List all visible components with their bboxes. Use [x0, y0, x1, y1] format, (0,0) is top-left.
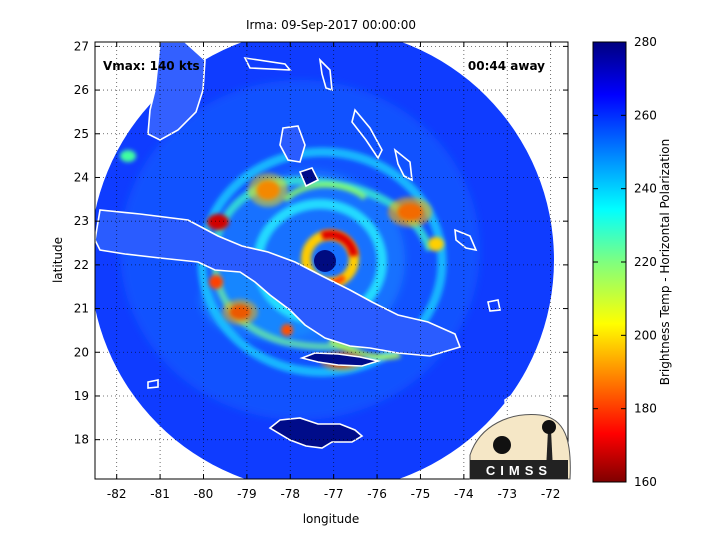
- hispaniola-outline: [268, 417, 364, 449]
- jamaica-outline: [299, 352, 382, 367]
- colorbar-tick-label: 260: [634, 108, 657, 122]
- colorbar-gradient: [592, 41, 627, 483]
- y-tick-label: 20: [74, 345, 89, 359]
- logo-tank-icon: [542, 420, 556, 434]
- colorbar-tick-label: 280: [634, 35, 657, 49]
- storm-eye: [314, 250, 336, 272]
- y-tick-label: 22: [74, 258, 89, 272]
- x-tick-label: -80: [194, 487, 214, 501]
- x-tick-label: -79: [237, 487, 257, 501]
- y-tick-label: 23: [74, 214, 89, 228]
- logo-band: [470, 460, 568, 479]
- andros-outline: [279, 125, 306, 163]
- y-tick-label: 18: [74, 433, 89, 447]
- x-tick-label: -81: [150, 487, 170, 501]
- x-tick-label: -72: [541, 487, 561, 501]
- x-axis-label: longitude: [303, 512, 360, 526]
- x-tick-label: -82: [107, 487, 127, 501]
- inagua-outline: [487, 299, 501, 312]
- x-tick-label: -76: [367, 487, 387, 501]
- land-masses: [95, 42, 547, 449]
- colorbar-tick-label: 240: [634, 182, 657, 196]
- cay-sal-outline: [147, 379, 159, 389]
- y-tick-label: 24: [74, 170, 89, 184]
- colorbar-tick-label: 160: [634, 475, 657, 489]
- x-tick-label: -73: [497, 487, 517, 501]
- x-tick-label: -74: [454, 487, 474, 501]
- cay-outline: [298, 167, 320, 188]
- logo-text: CIMSS: [486, 463, 552, 478]
- x-tick-label: -78: [280, 487, 300, 501]
- chart-title: Irma: 09-Sep-2017 00:00:00: [246, 18, 416, 32]
- x-tick-label: -77: [324, 487, 344, 501]
- colorbar: 160 180 200 220 240 260 280 Brightness Temp - …: [592, 35, 672, 489]
- axis-ticks: -82 -81 -80 -79 -78 -77 -76 -75 -74 -73 -72 18 19 20 2…: [74, 39, 568, 501]
- y-tick-label: 26: [74, 83, 89, 97]
- abaco-outline: [318, 57, 333, 92]
- east-bahamas-outline: [393, 147, 413, 182]
- grid-lines: [95, 42, 568, 479]
- turks-outline: [454, 228, 478, 252]
- colorbar-tick-label: 220: [634, 255, 657, 269]
- cuba-outline: [95, 209, 462, 357]
- cimss-logo: CIMSS: [469, 414, 571, 480]
- haiti-north-outline: [504, 389, 547, 419]
- colorbar-ticks: 160 180 200 220 240 260 280: [593, 35, 657, 489]
- colorbar-tick-label: 180: [634, 402, 657, 416]
- axes-frame: [94, 41, 569, 480]
- time-away-annotation: 00:44 away: [468, 59, 545, 73]
- y-tick-label: 25: [74, 127, 89, 141]
- florida-outline: [147, 42, 206, 141]
- colorbar-label: Brightness Temp - Horizontal Polarizatio…: [658, 139, 672, 386]
- vmax-annotation: Vmax: 140 kts: [103, 59, 200, 73]
- y-tick-label: 19: [74, 389, 89, 403]
- y-tick-label: 21: [74, 302, 89, 316]
- y-axis-label: latitude: [51, 237, 65, 283]
- logo-dish-icon: [493, 436, 511, 454]
- y-tick-label: 27: [74, 39, 89, 53]
- x-tick-label: -75: [411, 487, 431, 501]
- eleuthera-outline: [351, 108, 383, 160]
- plot-area: -82 -81 -80 -79 -78 -77 -76 -75 -74 -73 -72 18 19 20 2…: [51, 39, 571, 526]
- colorbar-tick-label: 200: [634, 328, 657, 342]
